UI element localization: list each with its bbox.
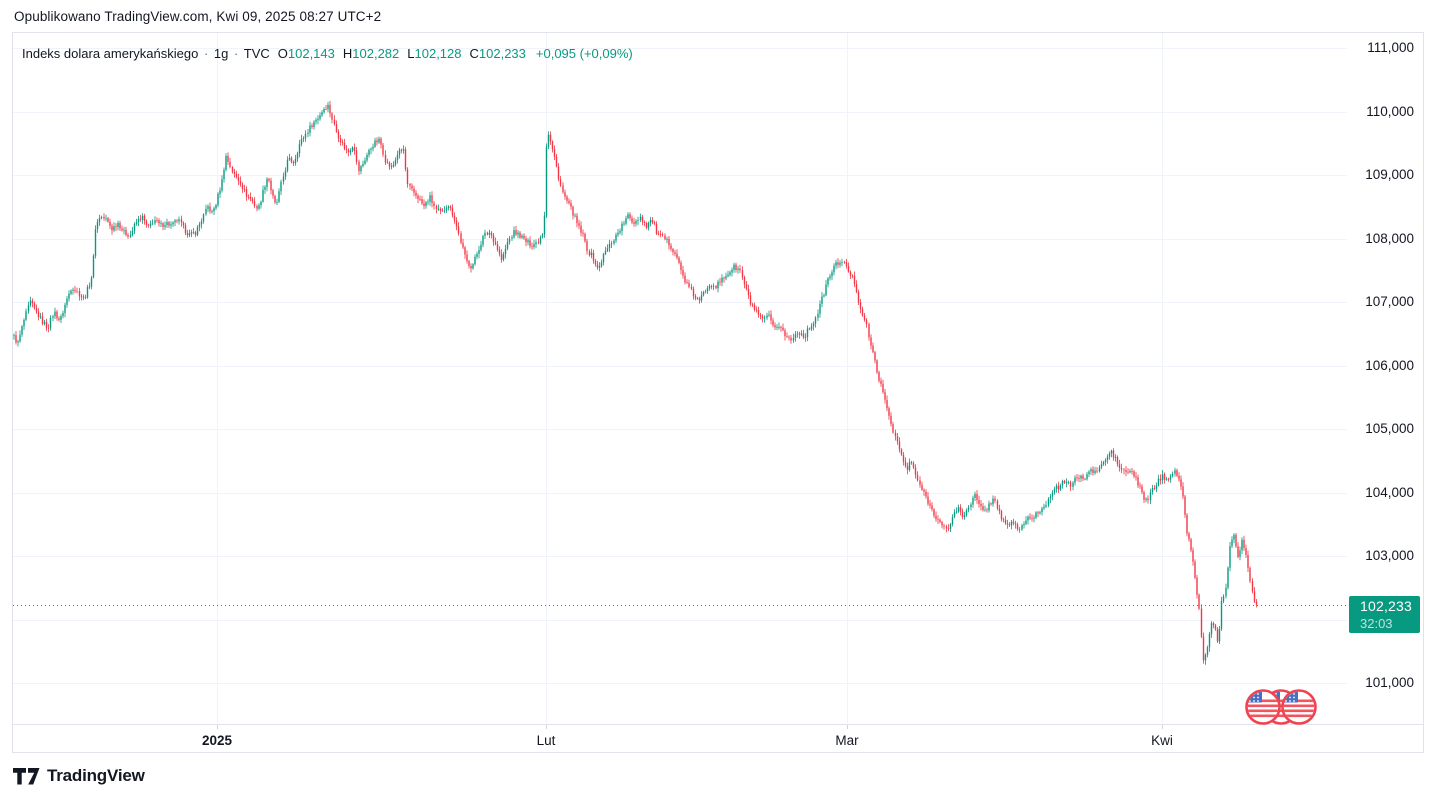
close-value: C102,233 bbox=[469, 46, 526, 61]
time-axis-ticks bbox=[217, 725, 1163, 729]
price-axis-label: 110,000 bbox=[1366, 103, 1414, 119]
open-value: O102,143 bbox=[277, 46, 335, 61]
vertical-gridlines bbox=[217, 33, 1163, 723]
last-price-value: 102,233 bbox=[1360, 597, 1413, 614]
low-value: L102,128 bbox=[407, 46, 462, 61]
time-axis-separator bbox=[12, 724, 1424, 725]
horizontal-gridlines bbox=[13, 48, 1347, 684]
price-axis-label: 108,000 bbox=[1365, 230, 1414, 246]
exchange-label: TVC bbox=[243, 46, 270, 61]
change-value: +0,095 (+0,09%) bbox=[535, 46, 633, 61]
price-axis-label: 103,000 bbox=[1365, 548, 1414, 563]
symbol-title: Indeks dolara amerykańskiego · 1g · TVC bbox=[22, 46, 270, 61]
price-axis-label: 105,000 bbox=[1365, 421, 1414, 436]
price-axis-label: 106,000 bbox=[1365, 357, 1414, 373]
time-axis-label: Mar bbox=[835, 733, 859, 748]
price-axis-label: 111,000 bbox=[1367, 40, 1414, 55]
price-axis-label: 104,000 bbox=[1365, 484, 1414, 500]
candles-layer bbox=[13, 100, 1258, 665]
us-flag-circles-icon bbox=[1245, 689, 1317, 725]
bar-countdown: 32:03 bbox=[1360, 615, 1393, 631]
brand-name: TradingView bbox=[47, 766, 145, 785]
last-price-tag: 102,233 32:03 bbox=[1349, 595, 1420, 633]
chart-frame bbox=[12, 32, 1424, 753]
time-axis-label: Lut bbox=[536, 733, 556, 748]
interval-label: 1g bbox=[213, 46, 229, 61]
price-axis-label: 101,000 bbox=[1365, 675, 1414, 690]
price-axis-label: 109,000 bbox=[1365, 167, 1414, 182]
time-axis-label: 2025 bbox=[201, 733, 233, 748]
tradingview-logo-icon bbox=[13, 767, 40, 784]
price-axis-label: 107,000 bbox=[1365, 294, 1414, 309]
time-axis-label: Kwi bbox=[1151, 733, 1173, 748]
high-value: H102,282 bbox=[342, 46, 400, 61]
separator: · bbox=[203, 46, 209, 61]
separator: · bbox=[234, 46, 239, 61]
tradingview-brand[interactable]: TradingView bbox=[13, 766, 145, 786]
symbol-legend[interactable]: Indeks dolara amerykańskiego · 1g · TVC … bbox=[22, 46, 633, 61]
published-header: Opublikowano TradingView.com, Kwi 09, 20… bbox=[14, 9, 382, 24]
